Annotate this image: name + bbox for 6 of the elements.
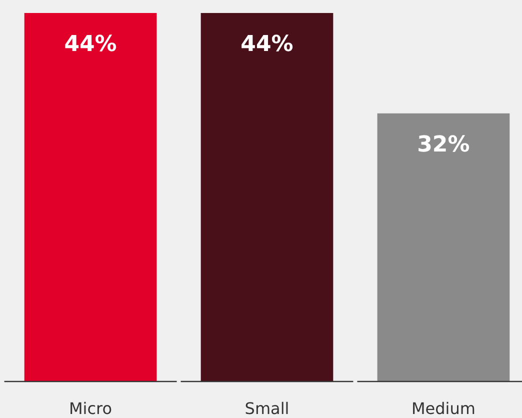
data-label: 32%	[417, 132, 470, 158]
x-tick-label: Small	[244, 399, 290, 418]
data-label: 44%	[240, 32, 294, 57]
x-tick-label: Micro	[69, 399, 112, 418]
x-tick-label: Medium	[411, 399, 476, 418]
data-label: 44%	[64, 32, 117, 57]
